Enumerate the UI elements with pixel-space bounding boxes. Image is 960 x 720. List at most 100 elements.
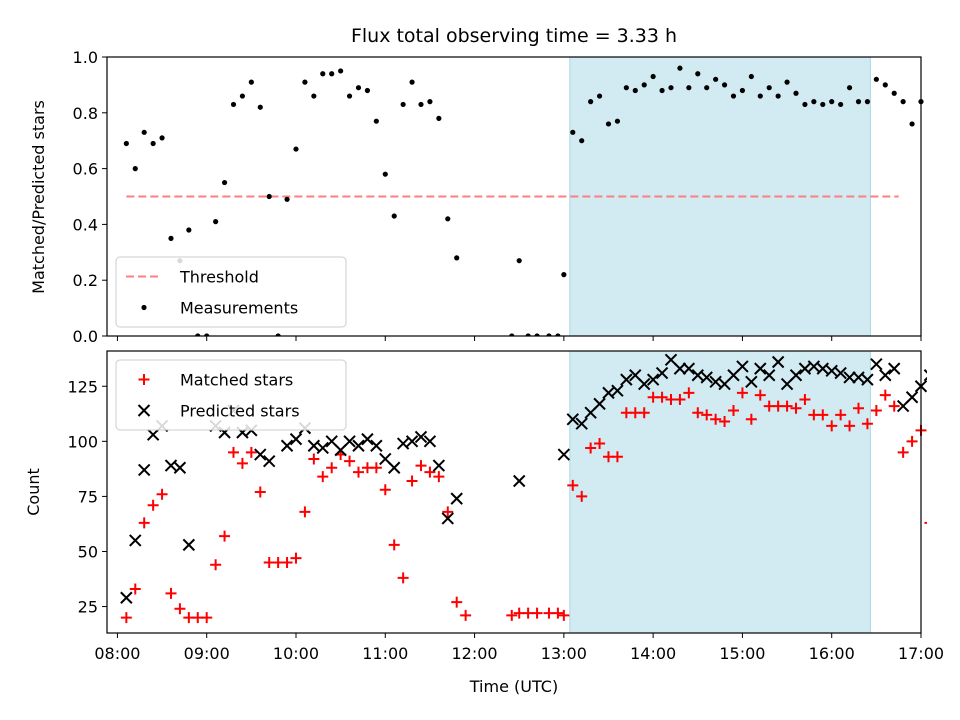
predicted-stars-point <box>432 459 446 472</box>
matched-stars-point <box>254 486 266 498</box>
predicted-stars-point <box>289 432 303 446</box>
predicted-stars-point <box>798 362 812 375</box>
matched-stars-point <box>594 438 606 450</box>
predicted-stars-point <box>816 362 829 375</box>
measurement-point <box>516 258 522 264</box>
matched-stars-point <box>406 475 418 487</box>
matched-stars-point <box>611 451 623 463</box>
predicted-stars-point <box>852 371 865 384</box>
matched-stars-point <box>236 457 248 469</box>
matched-stars-point <box>870 404 882 416</box>
matched-stars-point <box>799 393 811 405</box>
measurement-point <box>221 179 228 186</box>
matched-stars-point <box>888 400 900 412</box>
predicted-stars-point <box>316 441 329 455</box>
measurement-point <box>739 87 746 94</box>
measurement-point <box>570 129 576 135</box>
measurement-point <box>400 101 406 108</box>
predicted-stars-point <box>575 417 588 430</box>
measurement-point <box>391 213 397 219</box>
observing-window-span <box>569 350 871 634</box>
predicted-stars-point <box>673 362 687 375</box>
matched-stars-point <box>683 387 695 399</box>
measurement-point <box>882 82 888 88</box>
y-tick-label: 75 <box>78 487 98 506</box>
matched-stars-point <box>781 400 793 412</box>
measurement-point <box>909 121 915 127</box>
x-tick-label: 12:00 <box>452 644 498 663</box>
measurement-point <box>320 71 326 77</box>
predicted-stars-point <box>736 360 749 373</box>
predicted-stars-point <box>602 386 615 400</box>
predicted-stars-point <box>405 435 419 448</box>
measurement-point <box>436 115 442 121</box>
matched-stars-point <box>692 407 704 419</box>
bottom-y-axis-label: Count <box>24 468 43 516</box>
measurement-point <box>838 101 844 108</box>
measurement-point <box>266 193 272 200</box>
predicted-stars-point <box>789 369 803 382</box>
predicted-stars-point <box>343 435 356 448</box>
matched-stars-point <box>415 460 427 472</box>
data-points <box>120 353 927 624</box>
predicted-stars-point <box>745 375 758 389</box>
predicted-stars-point <box>387 461 401 474</box>
measurement-point <box>846 85 853 91</box>
measurement-point <box>123 140 129 147</box>
measurement-point <box>632 87 638 94</box>
measurement-point <box>900 99 906 105</box>
predicted-stars-point <box>754 362 767 375</box>
measurement-point <box>561 272 567 278</box>
measurement-point <box>793 90 799 96</box>
x-tick-label: 13:00 <box>541 644 587 663</box>
measurement-point <box>409 79 415 85</box>
measurement-point <box>355 85 362 91</box>
measurement-point <box>329 71 335 77</box>
data-points <box>123 65 924 336</box>
x-tick-label: 15:00 <box>719 644 765 663</box>
measurement-point <box>159 135 165 141</box>
legend-label: Matched stars <box>180 371 293 390</box>
legend: Threshold Measurements <box>115 256 347 328</box>
measurement-point <box>239 93 246 99</box>
matched-stars-point <box>656 391 668 403</box>
predicted-stars-point <box>557 448 571 461</box>
y-tick-label: 125 <box>67 377 98 396</box>
measurement-point <box>891 90 897 96</box>
predicted-stars-point <box>620 373 633 386</box>
measurement-point <box>641 82 647 88</box>
measurement-point <box>623 85 629 91</box>
matched-stars-point <box>138 517 150 529</box>
matched-stars-point <box>352 466 364 478</box>
matched-stars-point <box>299 506 311 518</box>
matched-stars-point <box>790 402 802 414</box>
matched-stars-point <box>558 609 570 621</box>
matched-stars-point <box>397 572 409 584</box>
measurement-point <box>579 138 585 144</box>
predicted-stars-point <box>361 432 374 446</box>
predicted-stars-point <box>905 391 919 404</box>
matched-stars-point <box>451 596 463 608</box>
predicted-stars-point <box>396 437 410 450</box>
matched-stars-point <box>129 583 141 595</box>
matched-stars-point <box>120 612 132 624</box>
measurement-point <box>588 99 594 105</box>
measurement-point <box>650 73 656 80</box>
matched-stars-point <box>638 407 650 419</box>
measurement-point <box>748 73 754 80</box>
predicted-stars-point <box>646 373 660 386</box>
predicted-stars-point <box>513 474 526 488</box>
predicted-stars-point <box>655 366 669 380</box>
x-tick-label: 11:00 <box>362 644 408 663</box>
matched-stars-point <box>736 387 748 399</box>
matched-stars-point <box>835 409 847 421</box>
matched-stars-point <box>552 607 564 619</box>
x-tick-label: 17:00 <box>898 644 944 663</box>
y-tick-label: 1.0 <box>73 48 98 67</box>
measurement-point <box>534 333 540 336</box>
y-tick-label: 0.8 <box>73 104 98 123</box>
measurement-point <box>418 101 424 108</box>
measurement-point <box>614 118 621 124</box>
matched-stars-point <box>290 552 302 564</box>
